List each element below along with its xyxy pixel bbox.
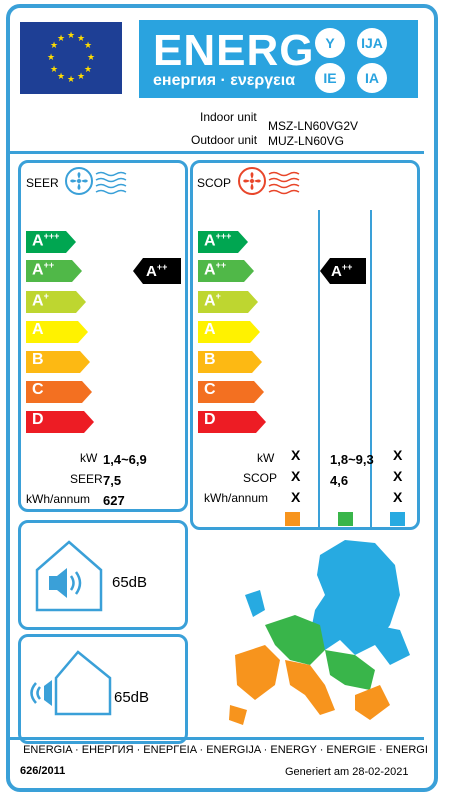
scop-title: SCOP: [197, 176, 232, 190]
seer-class-arrow-aplus: [26, 291, 86, 313]
scop-panel: [190, 160, 420, 530]
indoor-unit-label: Indoor unit: [200, 110, 257, 124]
scop-warm-scop-value: X: [291, 468, 301, 484]
scop-average-scop-value: 4,6: [330, 473, 349, 488]
svg-text:★: ★: [67, 75, 75, 85]
seer-class-arrow-d: [26, 411, 94, 433]
scop-average-kw-value: 1,8~9,3: [330, 452, 374, 467]
seer-class-label-aplus: A+: [32, 291, 49, 310]
seer-class-label-a: A: [32, 321, 44, 338]
scop-class-label-a: A: [204, 321, 216, 338]
seer-class-arrow-b: [26, 351, 90, 373]
outdoor-speaker-house-icon: [30, 650, 112, 716]
svg-text:★: ★: [84, 41, 92, 51]
svg-text:★: ★: [84, 65, 92, 75]
outdoor-unit-label: Outdoor unit: [191, 133, 258, 147]
svg-text:★: ★: [47, 53, 55, 63]
scop-scop-label: SCOP: [243, 471, 278, 485]
average-zone-swatch: [338, 512, 353, 526]
footer-languages: ENERGIA · ЕНЕРГИЯ · ΕΝΕΡΓΕΙΑ · ENERGIJA …: [23, 744, 428, 756]
seer-kw-label: kW: [80, 451, 98, 465]
cold-zone-swatch: [390, 512, 405, 526]
seer-kw-value: 1,4~6,9: [103, 452, 147, 467]
generated-date: Generiert am 28-02-2021: [285, 766, 409, 778]
language-bubble-ia: IA: [357, 63, 387, 93]
scop-class-label-c: C: [204, 381, 216, 398]
scop-class-arrow-c: [198, 381, 264, 403]
svg-text:★: ★: [77, 72, 85, 82]
seer-seer-label: SEER: [70, 472, 103, 486]
scop-class-label-a3plus: A+++: [204, 231, 232, 250]
scop-rating-badge: [320, 258, 366, 284]
language-bubble-y: Y: [315, 28, 345, 58]
seer-kwh-label: kWh/annum: [26, 492, 91, 506]
eu-flag: ★ ★ ★ ★ ★ ★ ★ ★ ★ ★ ★ ★: [20, 22, 122, 94]
scop-zone-divider: [318, 210, 320, 528]
svg-text:★: ★: [50, 65, 58, 75]
language-bubble-ija: IJA: [357, 28, 387, 58]
scop-class-arrow-b: [198, 351, 262, 373]
outdoor-noise-panel: [18, 634, 188, 744]
indoor-house-speaker-icon: [35, 540, 103, 612]
cooling-fan-icon: [65, 167, 127, 195]
seer-rating-badge: [133, 258, 181, 284]
energy-header: ENERG енергия · ενεργεια Y IJA IE IA: [139, 20, 418, 98]
seer-class-arrow-c: [26, 381, 92, 403]
warm-zone-swatch: [285, 512, 300, 526]
indoor-noise-value: 65dB: [112, 574, 148, 591]
seer-panel: [18, 160, 188, 512]
scop-class-label-a2plus: A++: [204, 260, 227, 279]
energy-word: ENERG: [153, 26, 315, 75]
svg-text:★: ★: [50, 41, 58, 51]
language-bubble-ie: IE: [315, 63, 345, 93]
regulation-number: 626/2011: [20, 765, 66, 777]
svg-text:★: ★: [57, 34, 65, 44]
scop-class-arrow-a2plus: [198, 260, 254, 282]
svg-text:★: ★: [87, 53, 95, 63]
scop-zone-divider: [370, 210, 372, 528]
seer-class-arrow-a: [26, 321, 88, 343]
europe-climate-map: [229, 540, 410, 725]
seer-class-arrow-a3plus: [26, 231, 76, 253]
scop-class-label-d: D: [204, 411, 216, 428]
indoor-unit-model: MSZ-LN60VG2V: [268, 119, 359, 133]
scop-cold-scop-value: X: [393, 468, 403, 484]
scop-cold-kw-value: X: [393, 447, 403, 463]
seer-title: SEER: [26, 176, 59, 190]
footer-divider: [10, 737, 424, 740]
scop-class-arrow-d: [198, 411, 266, 433]
scop-kw-label: kW: [257, 451, 275, 465]
scop-class-arrow-a3plus: [198, 231, 248, 253]
label-frame: [6, 4, 438, 792]
svg-text:★: ★: [57, 72, 65, 82]
scop-cold-kwh-value: X: [393, 489, 403, 505]
seer-class-label-a2plus: A++: [32, 260, 55, 279]
scop-class-label-aplus: A+: [204, 291, 221, 310]
scop-kwh-label: kWh/annum: [204, 491, 269, 505]
scop-rating-label: A++: [331, 262, 353, 280]
seer-seer-value: 7,5: [103, 473, 122, 488]
svg-text:★: ★: [77, 34, 85, 44]
seer-class-label-a3plus: A+++: [32, 231, 60, 250]
seer-class-arrow-a2plus: [26, 260, 82, 282]
seer-class-label-c: C: [32, 381, 44, 398]
outdoor-noise-value: 65dB: [114, 689, 150, 706]
scop-class-arrow-a: [198, 321, 260, 343]
divider: [10, 151, 424, 154]
scop-class-label-b: B: [204, 351, 216, 368]
heating-fan-icon: [238, 167, 300, 195]
outdoor-unit-model: MUZ-LN60VG: [268, 134, 345, 148]
scop-warm-kwh-value: X: [291, 489, 301, 505]
energy-subtitle: енергия · ενεργεια: [153, 72, 296, 89]
seer-class-label-b: B: [32, 351, 44, 368]
svg-text:★: ★: [67, 31, 75, 41]
seer-rating-label: A++: [146, 262, 168, 280]
seer-class-label-d: D: [32, 411, 44, 428]
seer-kwh-value: 627: [103, 493, 125, 508]
indoor-noise-panel: [18, 520, 188, 630]
scop-warm-kw-value: X: [291, 447, 301, 463]
scop-class-arrow-aplus: [198, 291, 258, 313]
